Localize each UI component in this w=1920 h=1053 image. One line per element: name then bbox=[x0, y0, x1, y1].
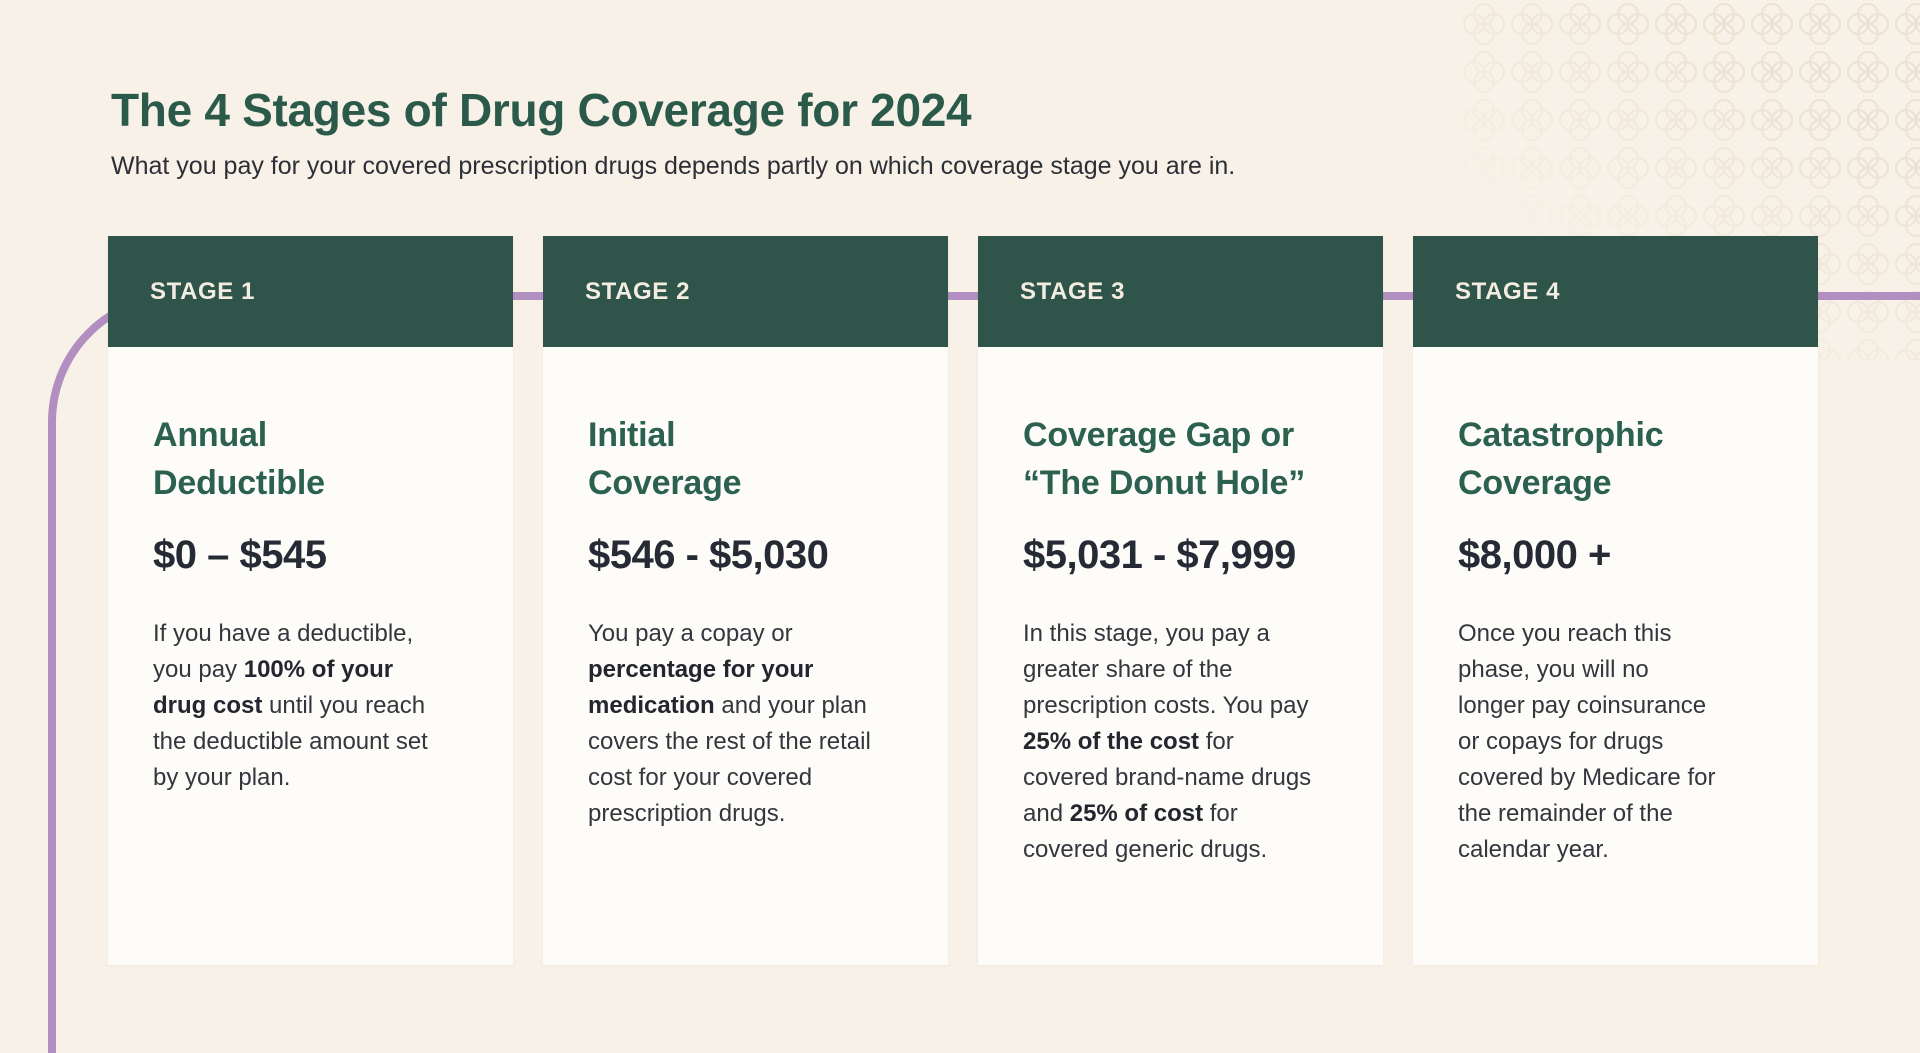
stage-2-description: You pay a copay or percentage for your m… bbox=[588, 620, 871, 827]
stage-2-header: STAGE 2 bbox=[543, 236, 948, 347]
stage-1-body: Annual Deductible $0 – $545 If you have … bbox=[108, 347, 513, 796]
stage-1-description: If you have a deductible, you pay 100% o… bbox=[153, 620, 428, 791]
stage-3-description: In this stage, you pay a greater share o… bbox=[1023, 620, 1312, 863]
stage-4-dollar-range: $8,000 + bbox=[1458, 533, 1611, 577]
stage-1-label: STAGE 1 bbox=[150, 277, 256, 305]
stage-3-body: Coverage Gap or “The Donut Hole” $5,031 … bbox=[978, 347, 1383, 868]
page-title: The 4 Stages of Drug Coverage for 2024 bbox=[111, 83, 972, 136]
stage-3-label: STAGE 3 bbox=[1020, 277, 1126, 305]
stage-card-3: STAGE 3 Coverage Gap or “The Donut Hole”… bbox=[978, 236, 1383, 965]
stage-4-heading: Catastrophic Coverage bbox=[1458, 416, 1664, 502]
stage-4-description: Once you reach this phase, you will no l… bbox=[1458, 620, 1716, 863]
stage-card-2: STAGE 2 Initial Coverage $546 - $5,030 Y… bbox=[543, 236, 948, 965]
stage-card-1: STAGE 1 Annual Deductible $0 – $545 If y… bbox=[108, 236, 513, 965]
stage-4-label: STAGE 4 bbox=[1455, 277, 1561, 305]
stage-2-dollar-range: $546 - $5,030 bbox=[588, 533, 829, 577]
stage-1-dollar-range: $0 – $545 bbox=[153, 533, 327, 577]
page-subtitle: What you pay for your covered prescripti… bbox=[111, 152, 1236, 180]
stage-3-header: STAGE 3 bbox=[978, 236, 1383, 347]
stage-4-body: Catastrophic Coverage $8,000 + Once you … bbox=[1413, 347, 1818, 868]
stage-4-header: STAGE 4 bbox=[1413, 236, 1818, 347]
stage-1-header: STAGE 1 bbox=[108, 236, 513, 347]
stage-3-dollar-range: $5,031 - $7,999 bbox=[1023, 533, 1296, 577]
stage-1-heading: Annual Deductible bbox=[153, 416, 325, 502]
stage-2-heading: Initial Coverage bbox=[588, 416, 742, 502]
stage-2-body: Initial Coverage $546 - $5,030 You pay a… bbox=[543, 347, 948, 832]
stage-card-4: STAGE 4 Catastrophic Coverage $8,000 + O… bbox=[1413, 236, 1818, 965]
stage-3-heading: Coverage Gap or “The Donut Hole” bbox=[1023, 416, 1305, 502]
stage-2-label: STAGE 2 bbox=[585, 277, 691, 305]
stage-cards-row: STAGE 1 Annual Deductible $0 – $545 If y… bbox=[108, 236, 1818, 965]
